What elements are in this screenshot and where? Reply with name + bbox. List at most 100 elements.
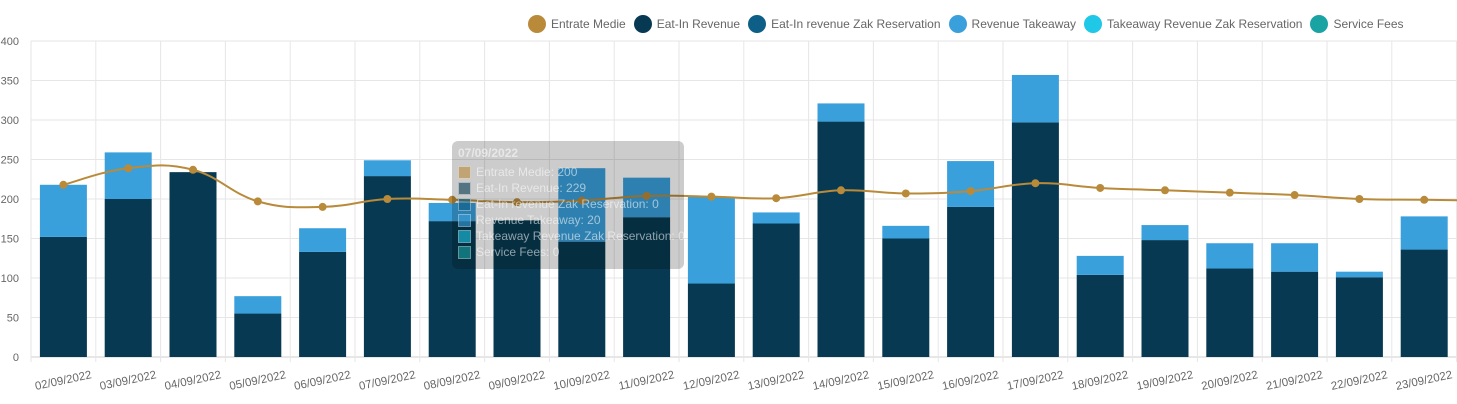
line-point-entrate-medie[interactable] xyxy=(1161,186,1169,195)
x-tick-label: 02/09/2022 xyxy=(34,369,93,393)
bar-eat-in-revenue[interactable] xyxy=(363,176,411,357)
legend-label: Takeaway Revenue Zak Reservation xyxy=(1107,17,1303,31)
legend-item-service-fees[interactable]: Service Fees xyxy=(1310,15,1404,33)
bar-revenue-takeaway[interactable] xyxy=(363,160,411,177)
x-tick-label: 08/09/2022 xyxy=(423,369,482,393)
tooltip-row-label: Eat-In revenue Zak Reservation: 0 xyxy=(476,197,659,211)
line-point-entrate-medie[interactable] xyxy=(1355,195,1364,203)
line-point-entrate-medie[interactable] xyxy=(1096,183,1105,192)
legend-item-takeaway-revenue-zak-reservation[interactable]: Takeaway Revenue Zak Reservation xyxy=(1084,15,1302,33)
chart-tooltip: 07/09/2022 Entrate Medie: 200 Eat-In Reve… xyxy=(452,141,684,269)
legend-item-revenue-takeaway[interactable]: Revenue Takeaway xyxy=(948,15,1077,33)
y-axis: 0 50 100 150 200 250 300 350 400 xyxy=(1,36,19,364)
legend-label: Eat-In revenue Zak Reservation xyxy=(771,17,941,31)
line-point-entrate-medie[interactable] xyxy=(707,192,716,201)
tooltip-swatch xyxy=(458,229,471,243)
tooltip-row: Revenue Takeaway: 20 xyxy=(458,212,678,228)
bar-revenue-takeaway[interactable] xyxy=(1076,255,1124,275)
bar-eat-in-revenue[interactable] xyxy=(299,251,347,357)
line-point-entrate-medie[interactable] xyxy=(253,197,262,206)
line-point-entrate-medie[interactable] xyxy=(513,198,521,207)
bar-revenue-takeaway[interactable] xyxy=(1206,243,1254,269)
line-point-entrate-medie[interactable] xyxy=(383,195,392,203)
bar-eat-in-revenue[interactable] xyxy=(1271,271,1319,357)
y-tick-label: 250 xyxy=(1,155,19,167)
line-point-entrate-medie[interactable] xyxy=(59,180,68,189)
bar-eat-in-revenue[interactable] xyxy=(1400,249,1448,357)
bar-revenue-takeaway[interactable] xyxy=(817,103,865,122)
line-point-entrate-medie[interactable] xyxy=(966,187,975,196)
legend-item-eat-in-revenue-zak-reservation[interactable]: Eat-In revenue Zak Reservation xyxy=(748,15,941,33)
x-tick-label: 13/09/2022 xyxy=(747,369,806,393)
bar-eat-in-revenue[interactable] xyxy=(39,236,87,357)
line-point-entrate-medie[interactable] xyxy=(124,164,133,173)
tooltip-row: Service Fees: 0 xyxy=(458,244,678,260)
bar-revenue-takeaway[interactable] xyxy=(104,152,152,199)
bar-eat-in-revenue[interactable] xyxy=(1141,240,1189,357)
bar-revenue-takeaway[interactable] xyxy=(558,168,606,242)
bar-revenue-takeaway[interactable] xyxy=(1400,216,1448,250)
bar-revenue-takeaway[interactable] xyxy=(234,296,282,314)
legend-swatch xyxy=(1084,15,1103,33)
bar-eat-in-revenue[interactable] xyxy=(817,121,865,357)
x-tick-label: 20/09/2022 xyxy=(1200,369,1259,393)
bar-revenue-takeaway[interactable] xyxy=(687,196,735,284)
line-point-entrate-medie[interactable] xyxy=(1420,195,1429,204)
line-point-entrate-medie[interactable] xyxy=(837,186,845,195)
bar-eat-in-revenue[interactable] xyxy=(1335,277,1383,357)
bar-revenue-takeaway[interactable] xyxy=(1011,74,1059,123)
bar-eat-in-revenue[interactable] xyxy=(493,220,541,357)
bar-revenue-takeaway[interactable] xyxy=(39,184,87,237)
x-tick-label: 15/09/2022 xyxy=(876,369,935,393)
bar-revenue-takeaway[interactable] xyxy=(752,212,800,224)
bar-eat-in-revenue[interactable] xyxy=(623,217,671,357)
x-tick-label: 17/09/2022 xyxy=(1006,369,1065,393)
x-tick-label: 09/09/2022 xyxy=(488,369,547,393)
line-point-entrate-medie[interactable] xyxy=(1290,191,1299,200)
tooltip-row-label: Service Fees: 0 xyxy=(476,245,560,259)
legend-item-entrate-medie[interactable]: Entrate Medie xyxy=(528,15,626,33)
bar-eat-in-revenue[interactable] xyxy=(1076,274,1124,357)
line-point-entrate-medie[interactable] xyxy=(577,196,586,205)
line-point-entrate-medie[interactable] xyxy=(1225,188,1234,197)
bar-eat-in-revenue[interactable] xyxy=(104,199,152,357)
x-tick-label: 22/09/2022 xyxy=(1330,369,1389,393)
bar-revenue-takeaway[interactable] xyxy=(1335,271,1383,278)
bar-eat-in-revenue[interactable] xyxy=(558,241,606,357)
line-point-entrate-medie[interactable] xyxy=(901,189,910,198)
bar-eat-in-revenue[interactable] xyxy=(752,223,800,357)
bar-revenue-takeaway[interactable] xyxy=(882,225,930,239)
tooltip-rows: Entrate Medie: 200 Eat-In Revenue: 229 Eat… xyxy=(458,164,684,260)
tooltip-swatch xyxy=(458,245,471,259)
y-tick-label: 0 xyxy=(13,352,19,364)
bar-eat-in-revenue[interactable] xyxy=(1206,268,1254,357)
bar-eat-in-revenue[interactable] xyxy=(234,313,282,357)
line-point-entrate-medie[interactable] xyxy=(772,194,781,203)
line-point-entrate-medie[interactable] xyxy=(318,202,327,211)
x-tick-label: 10/09/2022 xyxy=(552,369,611,393)
legend-item-eat-in-revenue[interactable]: Eat-In Revenue xyxy=(633,15,740,33)
y-tick-label: 300 xyxy=(1,115,19,127)
line-point-entrate-medie[interactable] xyxy=(1031,179,1040,188)
bar-eat-in-revenue[interactable] xyxy=(882,238,930,358)
bar-eat-in-revenue[interactable] xyxy=(1011,122,1059,358)
tooltip-row: Eat-In Revenue: 229 xyxy=(458,180,678,196)
line-point-entrate-medie[interactable] xyxy=(448,195,457,204)
bar-eat-in-revenue[interactable] xyxy=(428,221,476,357)
bar-revenue-takeaway[interactable] xyxy=(1271,243,1319,272)
line-point-entrate-medie[interactable] xyxy=(189,165,197,174)
bar-eat-in-revenue[interactable] xyxy=(687,283,735,357)
legend-swatch xyxy=(1310,15,1329,33)
bar-revenue-takeaway[interactable] xyxy=(299,228,347,252)
line-series xyxy=(59,164,1457,211)
x-tick-label: 12/09/2022 xyxy=(682,369,741,393)
bar-revenue-takeaway[interactable] xyxy=(1141,225,1189,241)
bar-eat-in-revenue[interactable] xyxy=(947,206,995,357)
legend-label: Revenue Takeaway xyxy=(971,17,1077,31)
legend-swatch xyxy=(633,15,652,33)
bar-revenue-takeaway[interactable] xyxy=(947,161,995,207)
bar-eat-in-revenue[interactable] xyxy=(169,172,217,357)
line-point-entrate-medie[interactable] xyxy=(642,191,651,200)
x-tick-label: 21/09/2022 xyxy=(1265,369,1324,393)
